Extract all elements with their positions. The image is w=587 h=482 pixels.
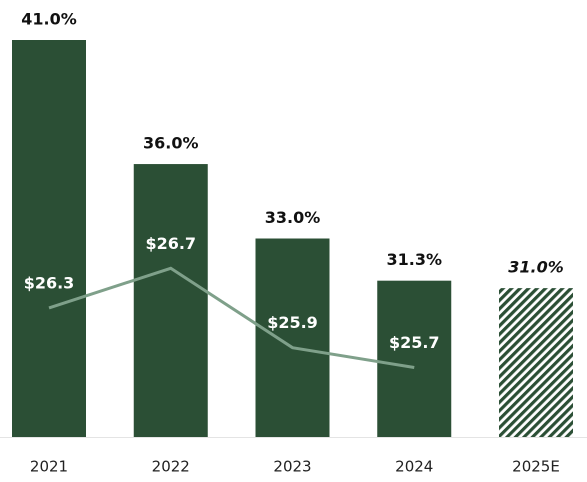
bar-value-label: 31.0% (508, 258, 564, 277)
line-value-label: $25.7 (389, 333, 440, 352)
bar (255, 238, 330, 437)
bar-value-label: 31.3% (386, 250, 442, 269)
bar (377, 280, 452, 437)
x-tick-label: 2024 (395, 458, 433, 476)
bar (12, 40, 86, 437)
bar-value-label: 41.0% (21, 10, 77, 29)
x-tick-label: 2022 (152, 458, 190, 476)
line (48, 266, 415, 370)
bar-value-label: 36.0% (143, 134, 199, 153)
line-value-label: $26.7 (145, 234, 196, 253)
line-value-label: $25.9 (267, 313, 318, 332)
x-tick-label: 2025E (512, 458, 560, 476)
bar-value-label: 33.0% (265, 208, 321, 227)
line-value-label: $26.3 (24, 273, 75, 292)
bar (499, 288, 573, 437)
x-tick-label: 2023 (273, 458, 311, 476)
x-tick-label: 2021 (30, 458, 68, 476)
bar (133, 164, 208, 437)
